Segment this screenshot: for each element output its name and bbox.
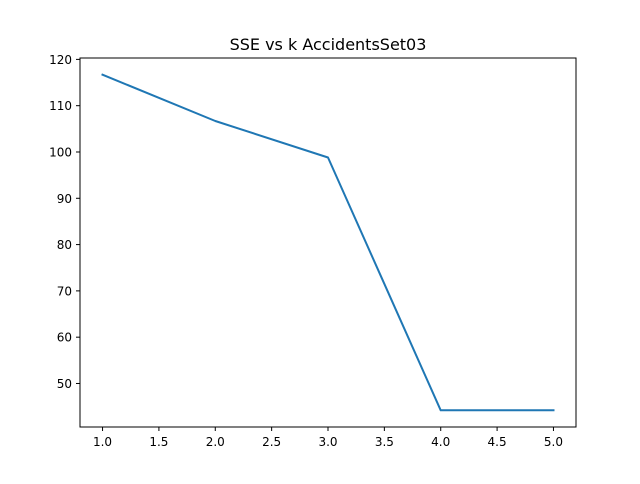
y-axis: 50 60 70 80 90 100 110 120 (49, 53, 80, 391)
series-line-0 (101, 73, 555, 412)
x-tick-label: 2.0 (206, 435, 225, 449)
y-tick-label: 50 (57, 377, 72, 391)
plot-frame (79, 57, 577, 428)
x-tick-label: 1.5 (149, 435, 168, 449)
chart-title: SSE vs k AccidentsSet03 (230, 35, 427, 54)
y-tick-label: 120 (49, 53, 72, 67)
x-tick-label: 3.5 (375, 435, 394, 449)
x-tick-label: 3.0 (318, 435, 337, 449)
y-tick-label: 80 (57, 238, 72, 252)
x-tick-label: 5.0 (544, 435, 563, 449)
x-tick-label: 1.0 (93, 435, 112, 449)
series-layer (101, 73, 555, 412)
y-tick-label: 90 (57, 192, 72, 206)
x-axis: 1.0 1.5 2.0 2.5 3.0 3.5 4.0 4.5 5.0 (93, 427, 563, 449)
y-tick-label: 70 (57, 284, 72, 298)
y-tick-label: 110 (49, 99, 72, 113)
x-tick-label: 4.0 (431, 435, 450, 449)
x-tick-label: 4.5 (488, 435, 507, 449)
y-tick-label: 100 (49, 145, 72, 159)
x-tick-label: 2.5 (262, 435, 281, 449)
y-tick-label: 60 (57, 331, 72, 345)
